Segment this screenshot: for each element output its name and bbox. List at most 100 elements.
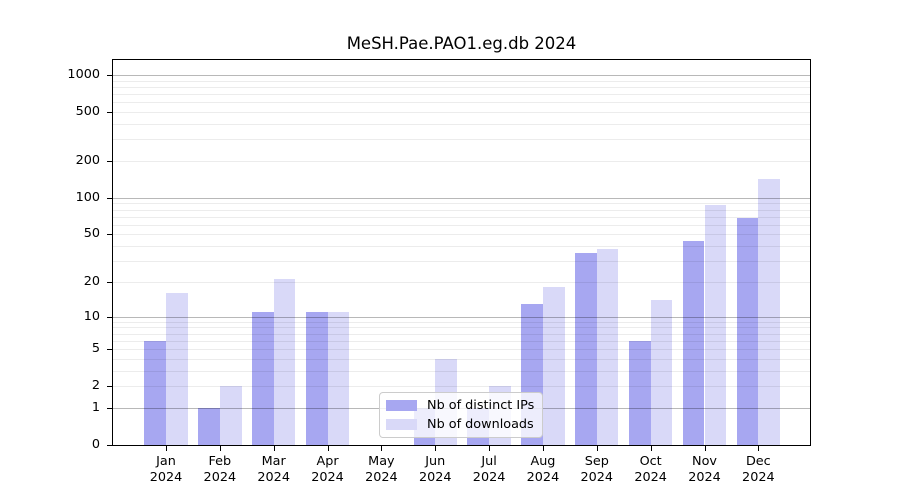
x-label-month: Dec: [745, 454, 771, 469]
bar-downloads-jan: [166, 293, 188, 445]
x-label-year: 2024: [472, 470, 506, 485]
legend-item-distinct-ips: Nb of distinct IPs: [386, 396, 534, 415]
minor-gridline: [113, 203, 810, 205]
y-axis-tick: [107, 281, 112, 283]
x-label-year: 2024: [634, 470, 667, 485]
x-label-month: Mar: [261, 454, 286, 469]
x-label-month: Jan: [156, 454, 176, 469]
bar-downloads-nov: [704, 204, 727, 445]
plot-area: Nb of distinct IPs Nb of downloads: [107, 60, 810, 451]
x-axis-tick-label: Jul 2024: [449, 454, 529, 486]
y-axis-tick: [107, 161, 112, 163]
y-axis-tick: [107, 407, 112, 409]
major-gridline: [113, 75, 810, 77]
x-axis-tick-label: Apr 2024: [288, 454, 368, 486]
bar-distinct-ips-jan: [144, 340, 166, 445]
x-axis-tick-label: Jan 2024: [126, 454, 206, 486]
bar-downloads-oct: [650, 300, 673, 445]
minor-gridline: [113, 321, 810, 323]
x-axis-tick-label: Aug 2024: [503, 454, 583, 486]
x-label-year: 2024: [311, 470, 344, 485]
minor-gridline: [113, 161, 810, 163]
y-axis-tick-label: 500: [75, 104, 100, 120]
minor-gridline: [113, 386, 810, 388]
x-label-month: Oct: [639, 454, 662, 469]
minor-gridline: [113, 102, 810, 104]
x-axis-tick-label: Nov 2024: [665, 454, 745, 486]
y-axis-tick: [107, 349, 112, 351]
bar-distinct-ips-mar: [252, 311, 274, 445]
legend-label-distinct-ips: Nb of distinct IPs: [427, 397, 535, 413]
y-axis-tick-label: 1000: [67, 67, 100, 83]
minor-gridline: [113, 340, 810, 342]
y-axis-tick-label: 20: [83, 273, 100, 289]
x-label-year: 2024: [742, 470, 775, 485]
minor-gridline: [113, 139, 810, 141]
y-axis-tick-label: 2: [91, 378, 100, 394]
x-axis-tick: [650, 446, 652, 451]
minor-gridline: [113, 216, 810, 218]
x-label-year: 2024: [365, 470, 398, 485]
minor-gridline: [113, 224, 810, 226]
x-axis-tick-label: Oct 2024: [611, 454, 691, 486]
chart-title: MeSH.Pae.PAO1.eg.db 2024: [346, 34, 577, 53]
y-axis-tick: [107, 234, 112, 236]
y-axis-tick: [107, 316, 112, 318]
x-label-month: Feb: [208, 454, 232, 469]
y-axis-tick-label: 0: [91, 437, 100, 452]
x-label-year: 2024: [203, 470, 237, 485]
y-axis-tick-label: 10: [83, 308, 100, 324]
minor-gridline: [113, 80, 810, 82]
y-axis-tick: [107, 445, 112, 446]
x-axis-tick-label: Mar 2024: [234, 454, 314, 486]
x-label-year: 2024: [580, 470, 614, 485]
legend-swatch-downloads: [386, 419, 417, 430]
bar-distinct-ips-feb: [198, 407, 220, 445]
x-axis-tick: [542, 446, 544, 451]
x-axis-tick: [704, 446, 706, 451]
x-label-month: Nov: [692, 454, 717, 469]
y-axis-tick-label: 50: [83, 226, 100, 242]
legend-label-downloads: Nb of downloads: [427, 416, 534, 432]
minor-gridline: [113, 358, 810, 360]
x-axis-tick-label: Dec 2024: [718, 454, 798, 486]
x-axis-tick-label: Jun 2024: [395, 454, 475, 486]
x-label-year: 2024: [688, 470, 721, 485]
x-axis-tick: [381, 446, 383, 451]
y-axis-tick-label: 1: [91, 399, 100, 415]
minor-gridline: [113, 261, 810, 263]
minor-gridline: [113, 209, 810, 211]
major-gridline: [113, 316, 810, 318]
x-label-month: May: [368, 454, 395, 469]
minor-gridline: [113, 327, 810, 329]
x-axis-tick-label: May 2024: [341, 454, 421, 486]
x-label-month: Aug: [530, 454, 556, 469]
legend-item-downloads: Nb of downloads: [386, 415, 534, 434]
y-axis-tick: [107, 386, 112, 388]
bar-distinct-ips-sep: [575, 253, 597, 445]
y-axis-tick-label: 100: [75, 189, 100, 205]
x-label-month: Sep: [584, 454, 609, 469]
x-axis-tick-label: Sep 2024: [557, 454, 637, 486]
x-axis-tick: [596, 446, 598, 451]
minor-gridline: [113, 234, 810, 236]
legend-swatch-distinct-ips: [386, 400, 417, 411]
legend: Nb of distinct IPs Nb of downloads: [379, 392, 543, 438]
minor-gridline: [113, 86, 810, 88]
bar-downloads-mar: [273, 279, 296, 445]
y-axis-tick: [107, 197, 112, 199]
x-label-year: 2024: [257, 470, 290, 485]
bar-distinct-ips-nov: [682, 241, 705, 445]
minor-gridline: [113, 112, 810, 114]
minor-gridline: [113, 94, 810, 96]
y-axis-tick-label: 200: [75, 153, 100, 169]
bar-downloads-aug: [542, 287, 565, 445]
x-axis-tick: [219, 446, 221, 451]
x-axis-tick-label: Feb 2024: [180, 454, 260, 486]
x-label-year: 2024: [526, 470, 560, 485]
minor-gridline: [113, 349, 810, 351]
y-axis-tick: [107, 75, 112, 77]
x-axis-tick: [273, 446, 275, 451]
major-gridline: [113, 197, 810, 199]
